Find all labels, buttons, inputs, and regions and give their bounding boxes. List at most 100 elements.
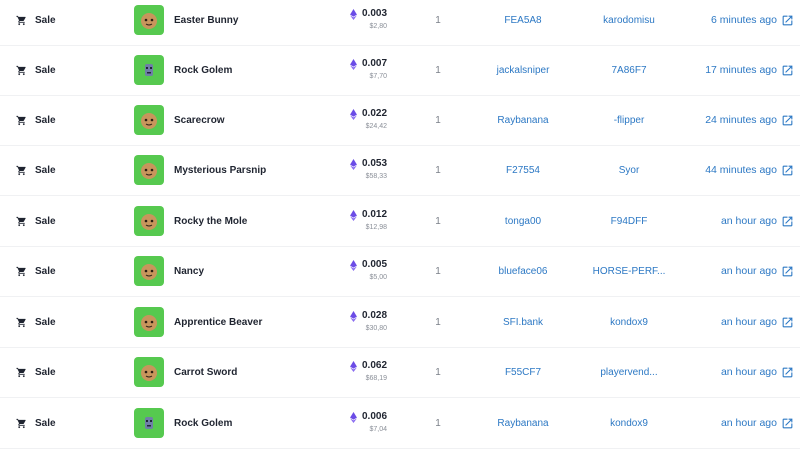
nancy-avatar-icon[interactable] bbox=[134, 256, 164, 286]
to-account-link[interactable]: F94DFF bbox=[610, 215, 648, 227]
item-cell[interactable]: Rocky the Mole bbox=[134, 196, 334, 246]
table-row[interactable]: Sale Rocky the Mole 0.012 $12,98 1 tonga… bbox=[0, 196, 800, 247]
time-label[interactable]: 24 minutes ago bbox=[705, 114, 777, 126]
external-link-icon[interactable] bbox=[781, 114, 794, 127]
table-row[interactable]: Sale Rock Golem 0.007 $7,70 1 jackalsnip… bbox=[0, 45, 800, 96]
from-account-link[interactable]: Raybanana bbox=[497, 114, 549, 126]
table-row[interactable]: Sale Apprentice Beaver 0.028 $30,80 1 SF… bbox=[0, 297, 800, 348]
table-row[interactable]: Sale Mysterious Parsnip 0.053 $58,33 1 F… bbox=[0, 145, 800, 196]
item-name[interactable]: Scarecrow bbox=[174, 114, 225, 126]
to-account-link[interactable]: kondox9 bbox=[610, 316, 648, 328]
time-link[interactable]: 44 minutes ago bbox=[684, 145, 794, 195]
external-link-icon[interactable] bbox=[781, 366, 794, 379]
time-link[interactable]: an hour ago bbox=[684, 196, 794, 246]
item-cell[interactable]: Nancy bbox=[134, 246, 334, 296]
to-account-link[interactable]: Syor bbox=[618, 164, 640, 176]
from-account-link[interactable]: SFI.bank bbox=[502, 316, 544, 328]
time-link[interactable]: an hour ago bbox=[684, 246, 794, 296]
table-row[interactable]: Sale Rock Golem 0.006 $7,04 1 Raybanana … bbox=[0, 398, 800, 449]
time-label[interactable]: an hour ago bbox=[720, 366, 777, 378]
to-account-link[interactable]: playervend... bbox=[600, 366, 658, 378]
item-name[interactable]: Rock Golem bbox=[174, 64, 233, 76]
bunny-avatar-icon[interactable] bbox=[134, 5, 164, 35]
to-account-link[interactable]: HORSE-PERF... bbox=[592, 265, 666, 277]
time-label[interactable]: 17 minutes ago bbox=[705, 64, 777, 76]
time-link[interactable]: 17 minutes ago bbox=[684, 45, 794, 95]
external-link-icon[interactable] bbox=[781, 14, 794, 27]
quantity: 1 bbox=[435, 366, 441, 378]
external-link-icon[interactable] bbox=[781, 265, 794, 278]
time-link[interactable]: an hour ago bbox=[684, 398, 794, 448]
from-account-link[interactable]: FEA5A8 bbox=[504, 14, 542, 26]
to-account-link[interactable]: kondox9 bbox=[610, 417, 648, 429]
price-cell: 0.007 $7,70 bbox=[350, 45, 400, 95]
event-type: Sale bbox=[16, 0, 116, 45]
external-link-icon[interactable] bbox=[781, 164, 794, 177]
from-account-link[interactable]: blueface06 bbox=[498, 265, 548, 277]
price-eth: 0.022 bbox=[362, 108, 388, 119]
beaver-avatar-icon[interactable] bbox=[134, 307, 164, 337]
item-name[interactable]: Rock Golem bbox=[174, 417, 233, 429]
cart-icon bbox=[16, 115, 27, 126]
time-link[interactable]: an hour ago bbox=[684, 297, 794, 347]
rock-golem-avatar-icon[interactable] bbox=[134, 408, 164, 438]
external-link-icon[interactable] bbox=[781, 417, 794, 430]
time-label[interactable]: an hour ago bbox=[720, 316, 777, 328]
from-account-link[interactable]: F27554 bbox=[506, 164, 540, 176]
time-link[interactable]: an hour ago bbox=[684, 347, 794, 397]
ethereum-icon bbox=[350, 209, 357, 221]
to-account-link[interactable]: 7A86F7 bbox=[611, 64, 647, 76]
from-account-link[interactable]: jackalsniper bbox=[496, 64, 550, 76]
event-type-label: Sale bbox=[35, 164, 56, 176]
cart-icon bbox=[16, 15, 27, 26]
item-name[interactable]: Nancy bbox=[174, 265, 205, 277]
item-name[interactable]: Apprentice Beaver bbox=[174, 316, 263, 328]
item-cell[interactable]: Easter Bunny bbox=[134, 0, 334, 45]
rock-golem-avatar-icon[interactable] bbox=[134, 55, 164, 85]
to-account-link[interactable]: -flipper bbox=[613, 114, 645, 126]
item-cell[interactable]: Apprentice Beaver bbox=[134, 297, 334, 347]
table-row[interactable]: Sale Easter Bunny 0.003 $2,80 1 FEA5A8 k… bbox=[0, 0, 800, 46]
price-usd: $7,04 bbox=[369, 426, 388, 433]
item-name[interactable]: Easter Bunny bbox=[174, 14, 239, 26]
event-type-label: Sale bbox=[35, 14, 56, 26]
time-label[interactable]: 6 minutes ago bbox=[711, 14, 777, 26]
table-row[interactable]: Sale Nancy 0.005 $5,00 1 blueface06 HORS… bbox=[0, 246, 800, 297]
external-link-icon[interactable] bbox=[781, 316, 794, 329]
time-label[interactable]: an hour ago bbox=[720, 417, 777, 429]
from-account-link[interactable]: Raybanana bbox=[497, 417, 549, 429]
from-account-link[interactable]: F55CF7 bbox=[504, 366, 542, 378]
mole-avatar-icon[interactable] bbox=[134, 206, 164, 236]
item-cell[interactable]: Scarecrow bbox=[134, 95, 334, 145]
event-type-label: Sale bbox=[35, 215, 56, 227]
from-account-link[interactable]: tonga00 bbox=[504, 215, 542, 227]
event-type-label: Sale bbox=[35, 64, 56, 76]
external-link-icon[interactable] bbox=[781, 215, 794, 228]
item-cell[interactable]: Rock Golem bbox=[134, 45, 334, 95]
time-label[interactable]: an hour ago bbox=[720, 215, 777, 227]
event-type: Sale bbox=[16, 45, 116, 95]
table-row[interactable]: Sale Carrot Sword 0.062 $68,19 1 F55CF7 … bbox=[0, 347, 800, 398]
external-link-icon[interactable] bbox=[781, 64, 794, 77]
ethereum-icon bbox=[350, 360, 357, 372]
item-name[interactable]: Rocky the Mole bbox=[174, 215, 248, 227]
time-label[interactable]: an hour ago bbox=[720, 265, 777, 277]
time-link[interactable]: 6 minutes ago bbox=[684, 0, 794, 45]
event-type-label: Sale bbox=[35, 366, 56, 378]
item-name[interactable]: Mysterious Parsnip bbox=[174, 164, 267, 176]
time-link[interactable]: 24 minutes ago bbox=[684, 95, 794, 145]
item-cell[interactable]: Mysterious Parsnip bbox=[134, 145, 334, 195]
quantity: 1 bbox=[435, 265, 441, 277]
item-name[interactable]: Carrot Sword bbox=[174, 366, 238, 378]
item-cell[interactable]: Rock Golem bbox=[134, 398, 334, 448]
quantity: 1 bbox=[435, 64, 441, 76]
scarecrow-avatar-icon[interactable] bbox=[134, 105, 164, 135]
table-row[interactable]: Sale Scarecrow 0.022 $24,42 1 Raybanana … bbox=[0, 95, 800, 146]
carrot-sword-avatar-icon[interactable] bbox=[134, 357, 164, 387]
to-account-link[interactable]: karodomisu bbox=[603, 14, 655, 26]
item-cell[interactable]: Carrot Sword bbox=[134, 347, 334, 397]
parsnip-avatar-icon[interactable] bbox=[134, 155, 164, 185]
time-label[interactable]: 44 minutes ago bbox=[705, 164, 777, 176]
price-eth: 0.006 bbox=[362, 411, 388, 422]
